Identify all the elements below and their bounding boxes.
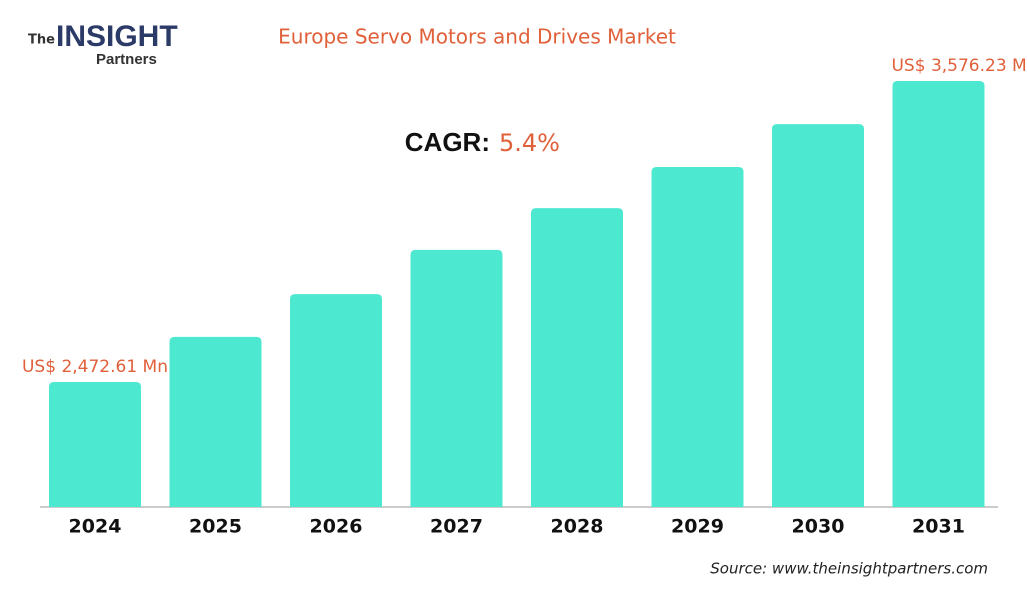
bar xyxy=(772,124,864,508)
bar xyxy=(531,208,623,508)
x-tick-label: 2024 xyxy=(69,516,122,538)
x-tick-label: 2025 xyxy=(189,516,242,538)
x-tick-label: 2029 xyxy=(671,516,724,538)
logo-suffix: Partners xyxy=(96,51,157,68)
logo-prefix: The xyxy=(28,33,55,48)
x-tick-label: 2027 xyxy=(430,516,483,538)
x-tick-label: 2028 xyxy=(551,516,604,538)
x-tick-label: 2030 xyxy=(792,516,845,538)
bar xyxy=(49,382,141,507)
chart-title: Europe Servo Motors and Drives Market xyxy=(278,25,676,49)
value-label: US$ 2,472.61 Mn xyxy=(22,357,168,377)
source: Source: www.theinsightpartners.com xyxy=(710,560,988,578)
bar xyxy=(892,81,985,507)
cagr-label: CAGR: xyxy=(405,127,490,157)
cagr-value: 5.4% xyxy=(499,129,560,157)
x-tick-label: 2031 xyxy=(912,516,965,538)
bar xyxy=(290,294,382,507)
bar xyxy=(169,336,262,507)
bar xyxy=(651,166,744,507)
bar xyxy=(410,249,503,507)
x-tick-label: 2026 xyxy=(310,516,363,538)
logo-name: INSIGHT xyxy=(56,20,178,53)
value-label: US$ 3,576.23 Mn xyxy=(891,56,1027,76)
